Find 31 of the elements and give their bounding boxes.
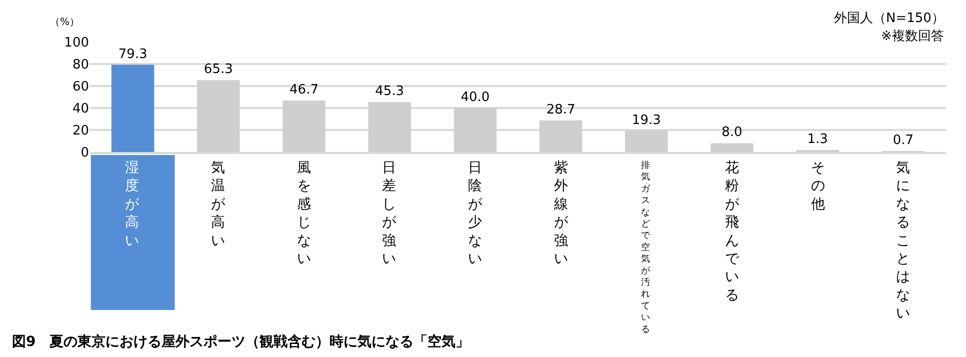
data-label: 0.7 bbox=[892, 133, 914, 148]
y-tick-label: 100 bbox=[64, 36, 89, 51]
y-tick-label: 0 bbox=[80, 146, 89, 161]
x-tick-label: 花粉が飛んでいる bbox=[725, 160, 740, 304]
text: 図9 夏の東京における屋外スポーツ（観戦含む）時に気になる「空気」 bbox=[12, 333, 470, 350]
category-label: 排気ガスなどで空気が汚れている bbox=[641, 161, 650, 335]
x-tick-label: 風を感じない bbox=[297, 160, 311, 267]
data-label: 45.3 bbox=[375, 84, 404, 100]
y-tick-label: 20 bbox=[72, 124, 89, 139]
x-tick-label: 気温が高い bbox=[211, 160, 226, 249]
x-tick-label: 日陰が少ない bbox=[468, 160, 483, 267]
data-label: 28.7 bbox=[546, 102, 576, 118]
y-tick-label: 40 bbox=[72, 102, 89, 117]
data-label: 19.3 bbox=[632, 112, 661, 128]
x-tick-label: 日差しが強い bbox=[382, 160, 397, 267]
data-label: 65.3 bbox=[204, 62, 233, 78]
data-label: 1.3 bbox=[807, 132, 828, 147]
data-label: 40.0 bbox=[460, 90, 490, 105]
x-tick-label: 湿度が高い bbox=[125, 160, 140, 249]
text: 外国人（N=150） bbox=[834, 11, 944, 26]
annotation: ※複数回答 bbox=[881, 29, 944, 44]
data-label: 79.3 bbox=[118, 46, 148, 62]
bar bbox=[111, 64, 154, 152]
data-label: 8.0 bbox=[722, 125, 742, 140]
y-axis-title: （%） bbox=[50, 17, 80, 28]
category-label: 気になることはない bbox=[896, 160, 910, 322]
x-tick-label: その他 bbox=[811, 160, 825, 212]
y-tick-label: 80 bbox=[72, 58, 89, 73]
data-label: 46.7 bbox=[290, 82, 318, 98]
x-tick-label: 紫外線が強い bbox=[553, 160, 569, 267]
y-tick-label: 60 bbox=[72, 80, 89, 95]
